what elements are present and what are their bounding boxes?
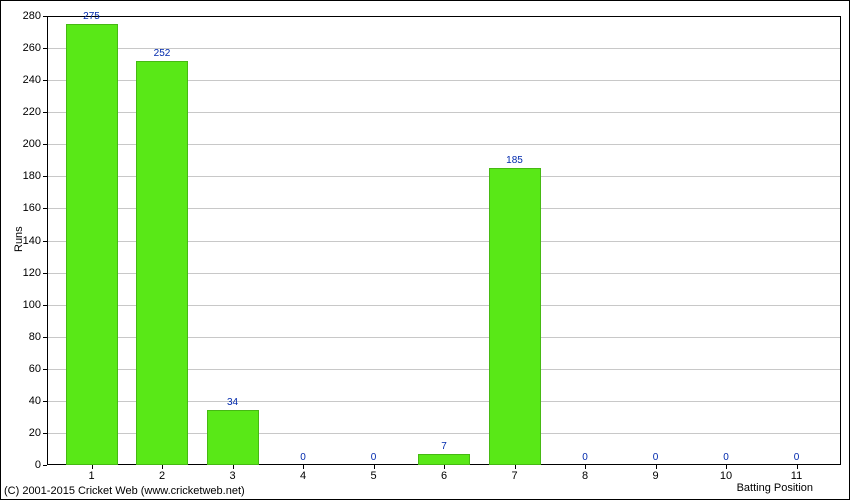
bar — [136, 61, 188, 465]
x-tick — [233, 465, 234, 469]
y-tick-label: 240 — [23, 75, 41, 86]
y-tick-label: 260 — [23, 43, 41, 54]
x-tick — [92, 465, 93, 469]
value-label: 0 — [782, 453, 812, 463]
y-tick — [43, 465, 47, 466]
y-tick-label: 20 — [29, 428, 41, 439]
y-tick-label: 100 — [23, 300, 41, 311]
x-tick-label: 1 — [82, 471, 102, 482]
y-tick — [43, 112, 47, 113]
x-tick-label: 9 — [646, 471, 666, 482]
y-tick-label: 280 — [23, 11, 41, 22]
x-tick-label: 7 — [505, 471, 525, 482]
x-tick-label: 4 — [293, 471, 313, 482]
value-label: 275 — [77, 12, 107, 22]
x-tick — [444, 465, 445, 469]
x-tick — [162, 465, 163, 469]
x-tick — [585, 465, 586, 469]
y-tick — [43, 144, 47, 145]
value-label: 0 — [641, 453, 671, 463]
x-axis-label: Batting Position — [737, 483, 813, 494]
x-tick-label: 11 — [787, 471, 807, 482]
y-tick-label: 200 — [23, 139, 41, 150]
value-label: 0 — [570, 453, 600, 463]
value-label: 185 — [500, 156, 530, 166]
value-label: 7 — [429, 442, 459, 452]
x-tick — [656, 465, 657, 469]
y-tick-label: 40 — [29, 396, 41, 407]
y-tick — [43, 241, 47, 242]
y-tick-label: 140 — [23, 236, 41, 247]
y-tick — [43, 401, 47, 402]
value-label: 34 — [218, 398, 248, 408]
y-tick — [43, 273, 47, 274]
y-tick-label: 80 — [29, 332, 41, 343]
y-tick — [43, 369, 47, 370]
x-tick-label: 5 — [364, 471, 384, 482]
y-tick-label: 120 — [23, 268, 41, 279]
x-tick — [374, 465, 375, 469]
x-tick — [515, 465, 516, 469]
y-tick-label: 0 — [35, 460, 41, 471]
y-tick-label: 180 — [23, 171, 41, 182]
value-label: 0 — [359, 453, 389, 463]
x-tick — [797, 465, 798, 469]
y-tick — [43, 48, 47, 49]
x-tick — [726, 465, 727, 469]
value-label: 0 — [711, 453, 741, 463]
bar — [207, 410, 259, 465]
bar — [489, 168, 541, 465]
y-tick — [43, 208, 47, 209]
bar — [418, 454, 470, 465]
x-tick-label: 6 — [434, 471, 454, 482]
y-tick — [43, 433, 47, 434]
y-tick — [43, 16, 47, 17]
value-label: 252 — [147, 49, 177, 59]
chart-container: { "chart": { "type": "bar", "width_px": … — [0, 0, 850, 500]
y-tick — [43, 80, 47, 81]
y-tick-label: 220 — [23, 107, 41, 118]
x-tick-label: 3 — [223, 471, 243, 482]
y-tick — [43, 337, 47, 338]
y-tick — [43, 305, 47, 306]
y-tick-label: 160 — [23, 203, 41, 214]
value-label: 0 — [288, 453, 318, 463]
bar — [66, 24, 118, 465]
x-tick-label: 2 — [152, 471, 172, 482]
x-tick-label: 10 — [716, 471, 736, 482]
y-tick — [43, 176, 47, 177]
x-tick — [303, 465, 304, 469]
x-tick-label: 8 — [575, 471, 595, 482]
y-tick-label: 60 — [29, 364, 41, 375]
copyright-text: (C) 2001-2015 Cricket Web (www.cricketwe… — [4, 486, 245, 497]
